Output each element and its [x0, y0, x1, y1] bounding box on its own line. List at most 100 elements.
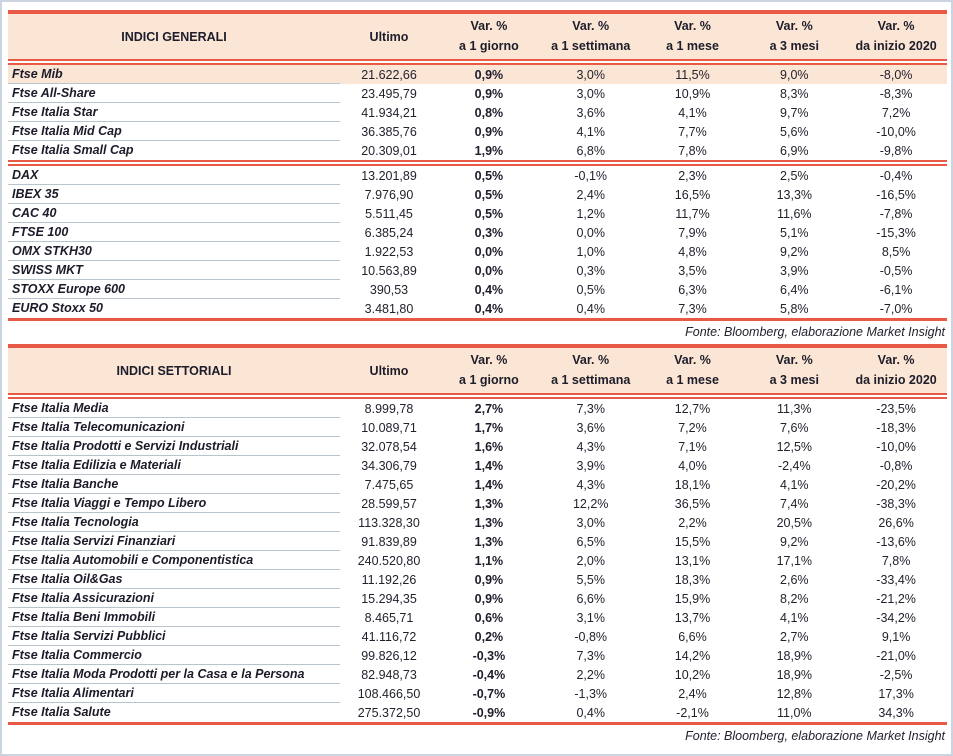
table-row: Ftse Italia Prodotti e Servizi Industria… [8, 437, 947, 456]
var-value: -8,0% [879, 67, 913, 82]
column-header-line-bottom: a 3 mesi [769, 38, 819, 53]
column-header-var: Var. % a 1 mese [642, 351, 744, 390]
ultimo-value: 15.294,35 [361, 591, 417, 606]
var-value: 3,0% [576, 67, 605, 82]
indici-generali-table: INDICI GENERALI Ultimo Var. % a 1 giorno V… [8, 10, 947, 321]
column-header-var: Var. % a 3 mesi [743, 17, 845, 56]
indici-settoriali-header-row: INDICI SETTORIALI Ultimo Var. % a 1 giorn… [8, 348, 947, 393]
index-name: Ftse Italia Mid Cap [8, 122, 340, 141]
table-title-indici-settoriali: INDICI SETTORIALI [116, 363, 232, 378]
var-1-day-value: 1,6% [474, 439, 504, 454]
var-value: -13,6% [876, 534, 916, 549]
var-value: -10,0% [876, 124, 916, 139]
ultimo-value: 36.385,76 [361, 124, 417, 139]
var-value: 7,2% [678, 420, 707, 435]
var-value: 17,3% [878, 686, 914, 701]
ultimo-value: 13.201,89 [361, 168, 417, 183]
var-value: 2,7% [780, 629, 809, 644]
column-header-line-top: Var. % [470, 19, 508, 34]
indici-generali-body: Ftse Mib 21.622,66 0,9% 3,0% 11,5% 9,0% -8,0% F… [8, 65, 947, 318]
column-header-line-top: Var. % [877, 19, 915, 34]
var-1-day-value: 0,9% [474, 591, 504, 606]
column-header-line-bottom: a 1 mese [666, 372, 719, 387]
table-row: FTSE 100 6.385,24 0,3% 0,0% 7,9% 5,1% -15,3% [8, 223, 947, 242]
index-name: Ftse Italia Automobili e Componentistica [8, 551, 340, 570]
var-value: 11,3% [777, 401, 812, 416]
var-value: 26,6% [878, 515, 914, 530]
indici-settoriali-body: Ftse Italia Media 8.999,78 2,7% 7,3% 12,7% 11… [8, 399, 947, 722]
var-value: 11,7% [675, 206, 710, 221]
index-name: Ftse Italia Media [8, 399, 340, 418]
column-header-var: Var. % a 1 giorno [438, 17, 540, 56]
var-value: -0,5% [879, 263, 913, 278]
table-row: Ftse All-Share 23.495,79 0,9% 3,0% 10,9% 8,3%… [8, 84, 947, 103]
var-1-day-value: 0,0% [474, 244, 504, 259]
column-header-line-bottom: a 1 giorno [459, 372, 519, 387]
var-value: -7,8% [879, 206, 913, 221]
var-1-day-value: 0,6% [474, 610, 504, 625]
ultimo-value: 7.475,65 [364, 477, 414, 492]
var-value: -6,1% [879, 282, 913, 297]
column-header-var: Var. % a 1 settimana [540, 351, 642, 390]
var-value: 9,2% [780, 244, 809, 259]
ultimo-value: 390,53 [369, 282, 409, 297]
var-value: 7,7% [678, 124, 707, 139]
var-value: 4,1% [780, 610, 809, 625]
table-row: Ftse Italia Small Cap 20.309,01 1,9% 6,8% 7,… [8, 141, 947, 160]
var-value: 3,6% [576, 420, 605, 435]
ultimo-value: 275.372,50 [357, 705, 421, 720]
var-value: 4,3% [576, 439, 605, 454]
var-value: -10,0% [876, 439, 916, 454]
var-value: -7,0% [879, 301, 913, 316]
var-1-day-value: 0,4% [474, 301, 504, 316]
column-header-line-bottom: a 3 mesi [769, 372, 819, 387]
var-value: 6,6% [678, 629, 707, 644]
column-header-line-top: Var. % [674, 353, 711, 368]
ultimo-value: 3.481,80 [364, 301, 414, 316]
var-value: 9,7% [780, 105, 809, 120]
var-value: 2,3% [678, 168, 707, 183]
var-value: -0,4% [879, 168, 913, 183]
var-value: 3,6% [576, 105, 605, 120]
index-name: IBEX 35 [8, 185, 340, 204]
table-row: Ftse Italia Automobili e Componentistica… [8, 551, 947, 570]
index-name: Ftse Italia Prodotti e Servizi Industria… [8, 437, 340, 456]
indici-generali-header-row: INDICI GENERALI Ultimo Var. % a 1 giorno V… [8, 14, 947, 59]
var-1-day-value: -0,4% [472, 667, 506, 682]
var-1-day-value: 0,5% [474, 168, 504, 183]
var-1-day-value: 1,3% [474, 534, 504, 549]
var-1-day-value: 1,1% [474, 553, 504, 568]
var-value: 5,6% [780, 124, 809, 139]
var-value: -21,0% [876, 648, 916, 663]
column-header-line-top: Var. % [572, 19, 610, 34]
index-name: EURO Stoxx 50 [12, 301, 104, 315]
var-value: 12,7% [674, 401, 711, 416]
var-value: 7,3% [576, 648, 605, 663]
var-1-day-value: 0,9% [474, 124, 504, 139]
var-1-day-value: 1,9% [474, 143, 504, 158]
index-name: Ftse Italia Servizi Finanziari [8, 532, 340, 551]
column-header-line-top: Var. % [877, 353, 915, 368]
var-value: 3,0% [576, 86, 605, 101]
column-header-line-top: Var. % [775, 19, 813, 34]
var-value: 12,2% [572, 496, 609, 511]
var-value: 5,8% [780, 301, 809, 316]
index-name: Ftse Mib [8, 65, 340, 84]
column-header-var: Var. % a 1 settimana [540, 17, 642, 56]
var-value: 6,5% [576, 534, 605, 549]
var-value: 3,1% [576, 610, 605, 625]
var-value: 8,2% [780, 591, 809, 606]
var-value: 8,5% [881, 244, 911, 259]
table-row: EURO Stoxx 50 3.481,80 0,4% 0,4% 7,3% 5,8% -7,… [8, 299, 947, 318]
var-value: 2,2% [678, 515, 707, 530]
var-value: 6,4% [780, 282, 809, 297]
var-value: 0,4% [576, 705, 605, 720]
var-value: 6,3% [678, 282, 707, 297]
var-value: 3,9% [780, 263, 809, 278]
header-divider [8, 59, 947, 65]
var-1-day-value: 0,2% [474, 629, 504, 644]
var-value: 34,3% [878, 705, 914, 720]
source-note: Fonte: Bloomberg, elaborazione Market In… [685, 325, 945, 339]
var-value: -33,4% [876, 572, 916, 587]
var-value: 7,2% [881, 105, 911, 120]
